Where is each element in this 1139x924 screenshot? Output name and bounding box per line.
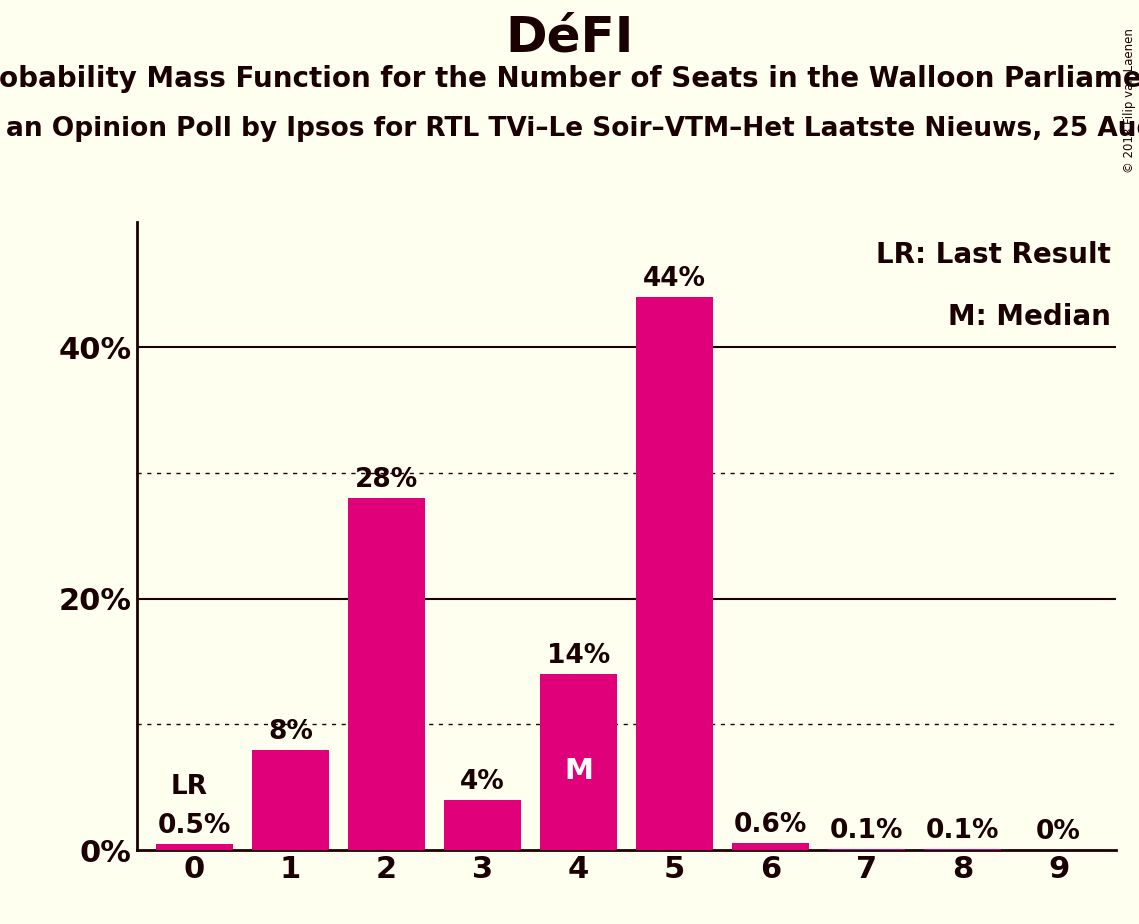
Text: LR: Last Result: LR: Last Result — [876, 240, 1112, 269]
Bar — [828, 849, 906, 850]
Bar — [252, 749, 329, 850]
Text: 0.5%: 0.5% — [157, 813, 231, 839]
Text: © 2018 Filip van Laenen: © 2018 Filip van Laenen — [1123, 28, 1136, 173]
Text: 8%: 8% — [268, 719, 313, 745]
Bar — [444, 800, 521, 850]
Bar — [636, 298, 713, 850]
Text: 0%: 0% — [1036, 819, 1081, 845]
Bar — [540, 675, 617, 850]
Text: 44%: 44% — [644, 266, 706, 292]
Text: an Opinion Poll by Ipsos for RTL TVi–Le Soir–VTM–Het Laatste Nieuws, 25 August–3: an Opinion Poll by Ipsos for RTL TVi–Le … — [6, 116, 1139, 141]
Text: M: M — [564, 757, 593, 784]
Bar — [156, 844, 232, 850]
Text: LR: LR — [171, 773, 208, 800]
Bar — [924, 849, 1001, 850]
Text: 0.1%: 0.1% — [830, 818, 903, 844]
Text: 28%: 28% — [354, 468, 418, 493]
Bar — [347, 498, 425, 850]
Text: M: Median: M: Median — [949, 303, 1112, 332]
Text: Probability Mass Function for the Number of Seats in the Walloon Parliament: Probability Mass Function for the Number… — [0, 65, 1139, 92]
Text: DéFI: DéFI — [506, 14, 633, 62]
Bar — [732, 843, 809, 850]
Text: 0.6%: 0.6% — [734, 811, 808, 837]
Text: 0.1%: 0.1% — [926, 818, 999, 844]
Text: 4%: 4% — [460, 769, 505, 795]
Text: 14%: 14% — [547, 643, 611, 669]
